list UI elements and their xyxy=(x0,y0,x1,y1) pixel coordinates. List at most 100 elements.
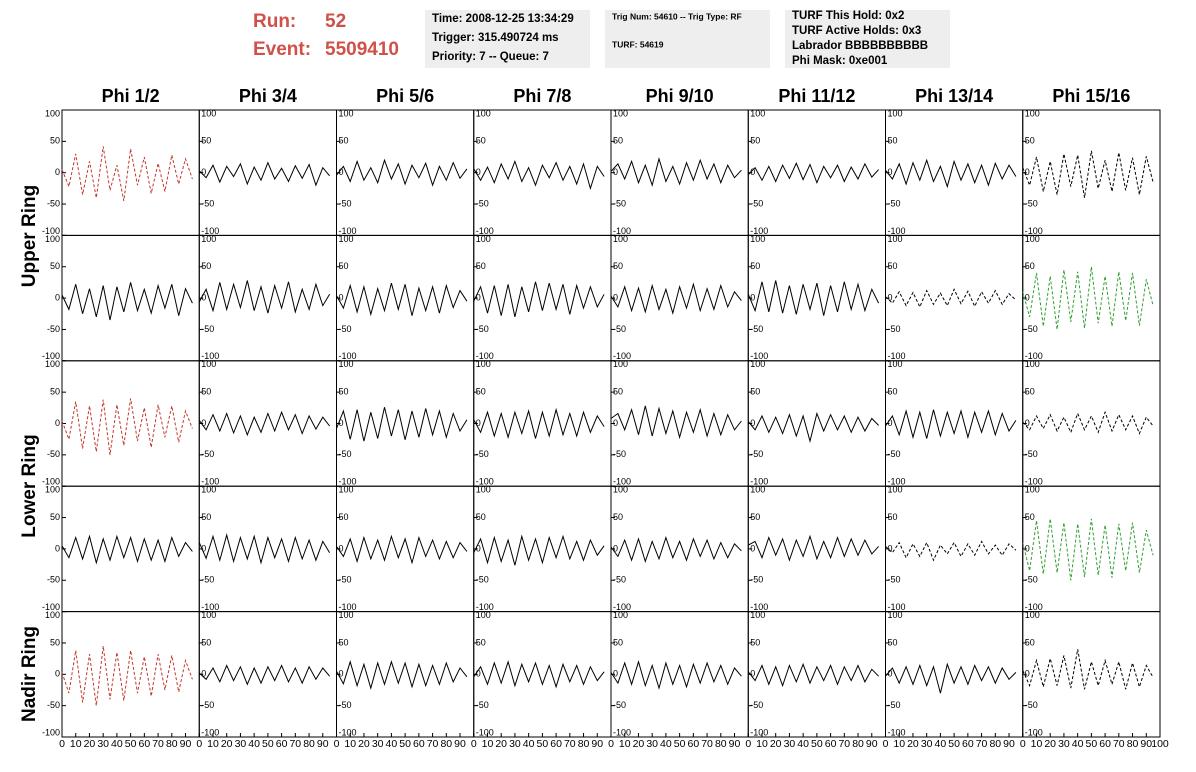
y-tick-label: 0 xyxy=(339,418,344,428)
panel-frame xyxy=(610,485,749,613)
y-tick-label: -50 xyxy=(750,575,763,585)
y-tick-label: -100 xyxy=(339,351,357,361)
x-tick-label: 70 xyxy=(289,738,301,750)
panel-frame xyxy=(336,611,475,738)
y-tick-label: 0 xyxy=(201,418,206,428)
y-tick-label: 100 xyxy=(888,234,903,244)
x-tick-label: 60 xyxy=(962,738,974,750)
y-tick-label: 50 xyxy=(613,387,623,397)
x-tick-label: 100 xyxy=(1151,738,1169,750)
panel-frame xyxy=(198,360,337,487)
y-tick-label: 0 xyxy=(613,418,618,428)
x-tick-label: 80 xyxy=(303,738,315,750)
x-tick-label: 30 xyxy=(509,738,521,750)
y-tick-label: -50 xyxy=(888,198,901,208)
waveform xyxy=(336,282,468,317)
panel-frame xyxy=(336,109,475,236)
x-tick-label: 90 xyxy=(317,738,329,750)
x-tick-label: 60 xyxy=(1099,738,1111,750)
y-tick-label: -100 xyxy=(339,226,357,236)
y-tick-label: 50 xyxy=(339,387,349,397)
y-tick-label: 0 xyxy=(1025,167,1030,177)
y-tick-label: 0 xyxy=(750,543,755,553)
y-tick-label: -100 xyxy=(1025,727,1043,737)
x-tick-label: 60 xyxy=(139,738,151,750)
y-tick-label: 100 xyxy=(201,485,216,495)
x-tick-label: 0 xyxy=(1020,738,1026,750)
y-tick-label: -50 xyxy=(339,575,352,585)
y-tick-label: 0 xyxy=(476,543,481,553)
panel-frame xyxy=(61,109,200,236)
y-tick-label: 100 xyxy=(45,485,60,495)
x-tick-label: 30 xyxy=(646,738,658,750)
panel-frame xyxy=(747,611,886,738)
y-tick-label: -100 xyxy=(201,602,219,612)
y-tick-label: 0 xyxy=(55,543,60,553)
y-tick-label: 50 xyxy=(50,387,60,397)
x-tick-label: 20 xyxy=(358,738,370,750)
y-tick-label: -100 xyxy=(42,477,60,487)
x-tick-label: 40 xyxy=(523,738,535,750)
x-tick-label: 70 xyxy=(427,738,439,750)
y-tick-label: 100 xyxy=(201,234,216,244)
panel-frame xyxy=(61,485,200,613)
y-tick-label: 50 xyxy=(339,136,349,146)
x-tick-label: 0 xyxy=(59,738,65,750)
panel-frame xyxy=(473,611,612,738)
x-tick-label: 10 xyxy=(893,738,905,750)
y-tick-label: 100 xyxy=(45,108,60,118)
x-tick-label: 0 xyxy=(196,738,202,750)
x-tick-label: 70 xyxy=(838,738,850,750)
x-tick-label: 30 xyxy=(97,738,109,750)
panel-frame xyxy=(198,109,337,236)
y-tick-label: 100 xyxy=(339,234,354,244)
panel-frame xyxy=(1022,360,1161,487)
x-tick-label: 10 xyxy=(207,738,219,750)
x-tick-label: 50 xyxy=(1086,738,1098,750)
panel-frame xyxy=(336,485,475,613)
y-tick-label: 100 xyxy=(750,108,765,118)
x-tick-label: 0 xyxy=(745,738,751,750)
x-tick-label: 50 xyxy=(948,738,960,750)
y-tick-label: -50 xyxy=(47,198,60,208)
waveform xyxy=(610,660,742,690)
y-tick-label: 100 xyxy=(339,108,354,118)
waveform xyxy=(747,162,879,185)
waveform xyxy=(61,146,193,201)
x-tick-label: 60 xyxy=(276,738,288,750)
waveform xyxy=(610,157,742,187)
waveform xyxy=(1022,649,1154,690)
x-tick-label: 0 xyxy=(608,738,614,750)
column-title: Phi 5/6 xyxy=(376,86,434,106)
y-tick-label: -100 xyxy=(1025,226,1043,236)
y-tick-label: 50 xyxy=(613,512,623,522)
y-tick-label: 50 xyxy=(476,512,486,522)
waveform xyxy=(885,409,1017,440)
y-tick-label: -50 xyxy=(750,449,763,459)
y-tick-label: 0 xyxy=(888,167,893,177)
y-tick-label: -100 xyxy=(613,351,631,361)
x-tick-label: 80 xyxy=(715,738,727,750)
y-tick-label: 100 xyxy=(201,359,216,369)
y-tick-label: -100 xyxy=(201,226,219,236)
panel-frame xyxy=(885,485,1024,613)
y-tick-label: -100 xyxy=(42,351,60,361)
panel-frame xyxy=(610,360,749,487)
x-tick-label: 50 xyxy=(811,738,823,750)
waveform xyxy=(747,411,879,444)
y-tick-label: 0 xyxy=(476,292,481,302)
y-tick-label: 50 xyxy=(50,512,60,522)
info-box xyxy=(785,10,950,68)
y-tick-label: 0 xyxy=(201,167,206,177)
info-box xyxy=(425,10,590,68)
waveform xyxy=(748,534,879,562)
y-tick-label: -100 xyxy=(201,477,219,487)
y-tick-label: 100 xyxy=(888,108,903,118)
panel-frame xyxy=(747,234,886,362)
y-tick-label: 0 xyxy=(888,669,893,679)
x-tick-label: 20 xyxy=(84,738,96,750)
y-tick-label: 0 xyxy=(201,543,206,553)
y-tick-label: 50 xyxy=(613,637,623,647)
panel-frame xyxy=(885,360,1024,487)
